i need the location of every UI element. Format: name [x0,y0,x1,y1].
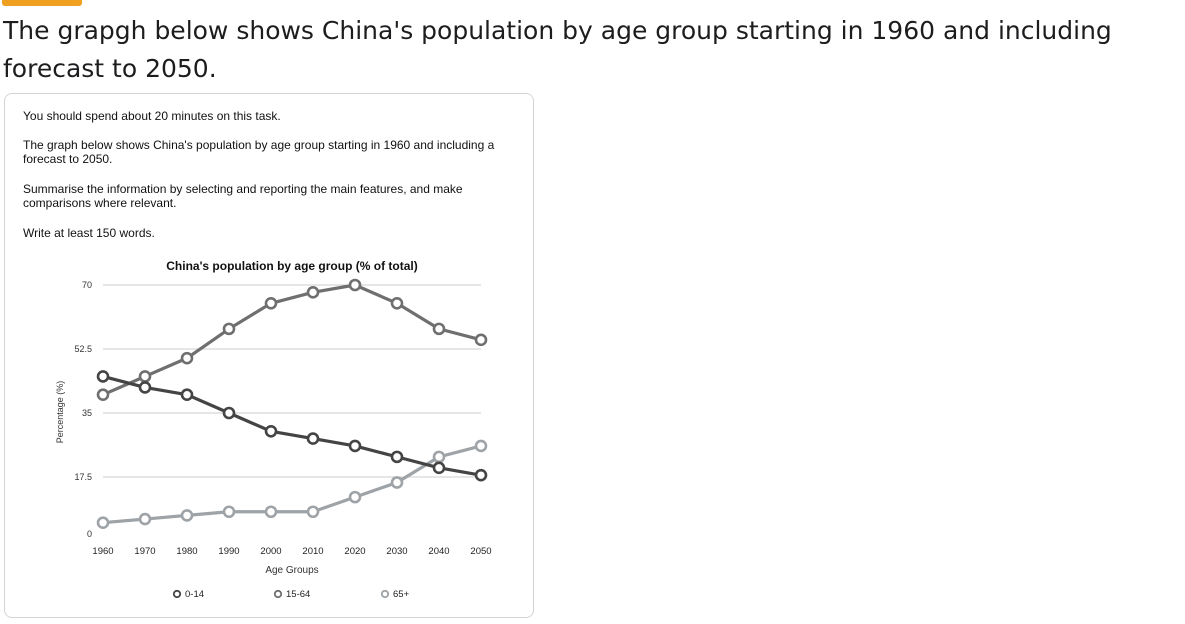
data-point [348,278,362,292]
data-point [96,516,110,530]
task-time-text: You should spend about 20 minutes on thi… [23,109,281,123]
legend-label: 65+ [393,589,410,600]
legend-label: 15-64 [286,589,310,600]
task-summarise-instruction: Summarise the information by selecting a… [23,182,463,210]
y-tick-label: 0 [87,529,92,539]
series-line-0-14 [102,374,482,477]
x-tick-label: 1970 [134,546,155,557]
y-tick-label: 70 [82,280,92,290]
legend-marker [172,589,182,599]
data-point [306,432,320,445]
x-tick-label: 1980 [176,546,197,557]
data-point [138,512,152,526]
y-tick-label: 17.5 [74,472,92,482]
data-point [432,322,446,336]
data-point [222,322,236,336]
legend-marker [273,589,283,599]
data-point [138,381,152,394]
data-point [222,505,236,519]
x-tick-label: 2000 [260,546,281,557]
x-tick-label: 2040 [428,546,449,557]
task-word-count: Write at least 150 words. [23,226,155,240]
x-tick-label: 1990 [218,546,239,557]
data-point [222,406,236,420]
data-point [306,286,320,299]
x-tick-label: 2030 [386,546,407,557]
data-point [390,476,404,489]
y-axis-label: Percentage (%) [55,381,65,444]
task-card: You should spend about 20 minutes on thi… [4,93,534,618]
series-line-65+ [102,444,482,525]
y-tick-label: 52.5 [74,344,92,354]
data-point [264,296,278,310]
page-title: The grapgh below shows China's populatio… [3,16,1112,83]
legend-label: 0-14 [185,589,204,600]
x-axis-label: Age Groups [265,565,318,576]
data-point [432,461,446,475]
data-point [96,370,110,383]
data-point [180,351,194,365]
y-tick-label: 35 [82,408,92,418]
x-tick-label: 2010 [302,546,323,557]
data-point [96,388,110,402]
data-point [180,388,194,402]
series-line-15-64 [102,283,482,397]
data-point [138,370,152,383]
legend-marker [380,589,390,599]
data-point [390,296,404,310]
line-chart: China's population by age group (% of to… [55,259,492,600]
task-graph-description: The graph below shows China's population… [23,138,495,166]
data-point [348,439,362,453]
status-tag [2,0,82,6]
x-tick-label: 2050 [470,546,491,557]
x-tick-label: 1960 [92,546,113,557]
data-point [474,333,488,347]
data-point [474,468,488,482]
data-point [180,509,194,522]
data-point [390,450,404,464]
data-point [264,505,278,519]
data-point [264,424,278,438]
chart-title: China's population by age group (% of to… [166,259,418,273]
data-point [474,439,488,453]
x-tick-label: 2020 [344,546,365,557]
data-point [306,505,320,519]
data-point [432,450,446,464]
data-point [348,490,362,504]
